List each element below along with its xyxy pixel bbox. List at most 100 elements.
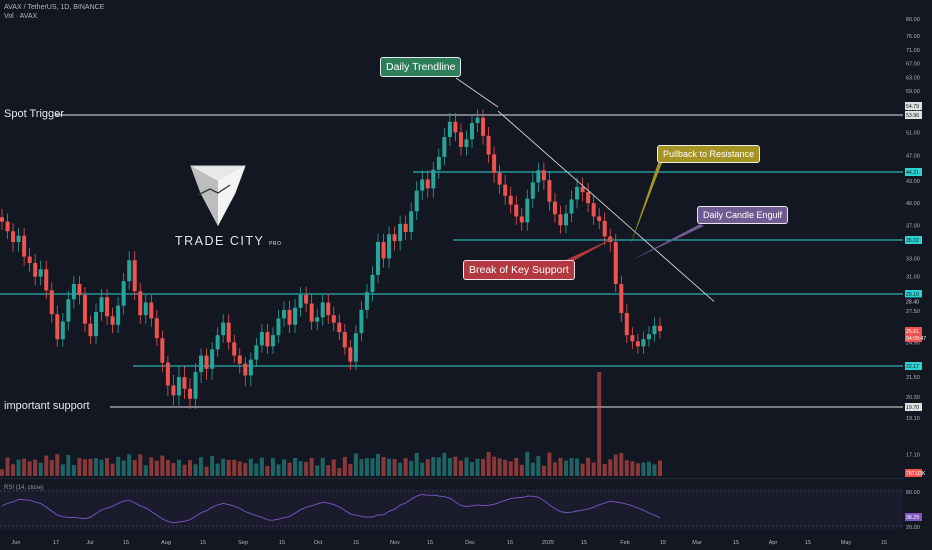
volume-bar: [641, 462, 646, 476]
volume-bar: [564, 460, 568, 476]
volume-bar: [320, 457, 325, 476]
candle: [298, 295, 303, 308]
volume-bar: [503, 459, 508, 476]
x-axis-label: Sep: [238, 540, 248, 546]
candle: [359, 309, 364, 334]
price-axis-tick: 51.00: [906, 130, 920, 136]
price-axis-tick: 80.00: [906, 17, 920, 23]
candle: [149, 302, 154, 319]
volume-bar: [71, 465, 76, 476]
break-support-label: Break of Key Support: [463, 260, 575, 280]
candle: [77, 283, 82, 296]
candle: [536, 170, 541, 183]
price-axis-tick: 71.00: [906, 48, 920, 54]
volume-bar: [309, 457, 314, 476]
volume-bar: [171, 463, 176, 476]
volume-bar: [88, 458, 93, 476]
price-axis-tick: 33.00: [906, 256, 920, 262]
pullback-pointer: [630, 163, 662, 246]
candle: [121, 281, 126, 306]
volume-bar: [265, 465, 270, 476]
price-tag: [905, 469, 922, 477]
candle: [11, 231, 16, 243]
price-tag-label: 767.03K: [906, 471, 926, 477]
candle: [110, 316, 115, 325]
x-axis-label: Feb: [620, 540, 629, 546]
candle: [591, 203, 596, 217]
candle: [503, 184, 508, 196]
volume-bar: [11, 464, 16, 476]
daily-trendline-label: Daily Trendline: [380, 57, 462, 77]
candle: [530, 182, 535, 199]
volume-bar: [33, 459, 38, 476]
volume-bar: [387, 458, 392, 476]
volume-bar: [188, 460, 192, 476]
volume-bar: [414, 452, 419, 476]
price-axis-tick: 43.00: [906, 179, 920, 185]
candle: [608, 236, 613, 243]
candle: [652, 325, 657, 335]
candle: [221, 322, 226, 336]
volume-bar: [497, 458, 502, 476]
price-tag-label: 19.70: [906, 405, 919, 411]
candle: [138, 291, 143, 316]
candle: [569, 199, 574, 214]
candle: [55, 314, 60, 340]
volume-bar: [381, 457, 386, 476]
candle: [619, 283, 624, 314]
candle: [398, 223, 403, 242]
volume-bar: [575, 458, 580, 476]
candle: [154, 318, 159, 339]
volume-bar: [121, 460, 126, 476]
volume-bar: [353, 453, 358, 476]
volume-bar: [237, 461, 242, 476]
candle: [143, 302, 148, 316]
price-axis-tick: 27.50: [906, 309, 920, 315]
volume-bar: [508, 461, 513, 476]
candle: [127, 260, 132, 282]
volume-bar: [436, 457, 441, 476]
price-tag: [905, 334, 922, 342]
volume-bar: [38, 462, 43, 476]
price-tag: [905, 297, 922, 306]
price-tag: [905, 327, 922, 335]
candle: [564, 213, 568, 226]
price-axis-tick: 19.10: [906, 416, 920, 422]
candle: [514, 204, 519, 217]
candle: [99, 297, 104, 313]
pane-separator: [0, 478, 903, 479]
volume-bar: [547, 452, 552, 476]
candle: [132, 260, 137, 292]
volume-bar: [337, 468, 342, 476]
volume-bar: [525, 451, 530, 476]
candle: [44, 269, 49, 291]
engulf-pointer: [632, 224, 704, 260]
price-tag: [905, 111, 922, 119]
volume-bar: [160, 455, 165, 476]
volume-bar: [624, 460, 629, 476]
price-axis-tick: 37.00: [906, 223, 920, 229]
volume-bar: [348, 464, 353, 476]
candle: [464, 139, 469, 147]
price-tag: [905, 168, 922, 176]
volume-bar: [282, 459, 286, 476]
volume-bar: [99, 459, 104, 476]
volume-bar: [199, 457, 204, 476]
volume-bar: [602, 463, 607, 476]
volume-bar: [226, 459, 231, 476]
candle: [94, 312, 98, 337]
candle: [470, 122, 474, 140]
candle: [586, 192, 591, 204]
volume-bar: [116, 456, 121, 476]
rsi-tag-label: 38.29: [906, 515, 919, 521]
volume-bar: [486, 452, 491, 476]
candle: [392, 234, 397, 242]
volume-bar: [221, 458, 226, 476]
price-axis-tick: 40.00: [906, 201, 920, 207]
volume-bar: [298, 461, 303, 476]
x-axis-label: Jul: [86, 540, 93, 546]
x-axis-label: 15: [581, 540, 587, 546]
volume-bar: [127, 454, 132, 476]
